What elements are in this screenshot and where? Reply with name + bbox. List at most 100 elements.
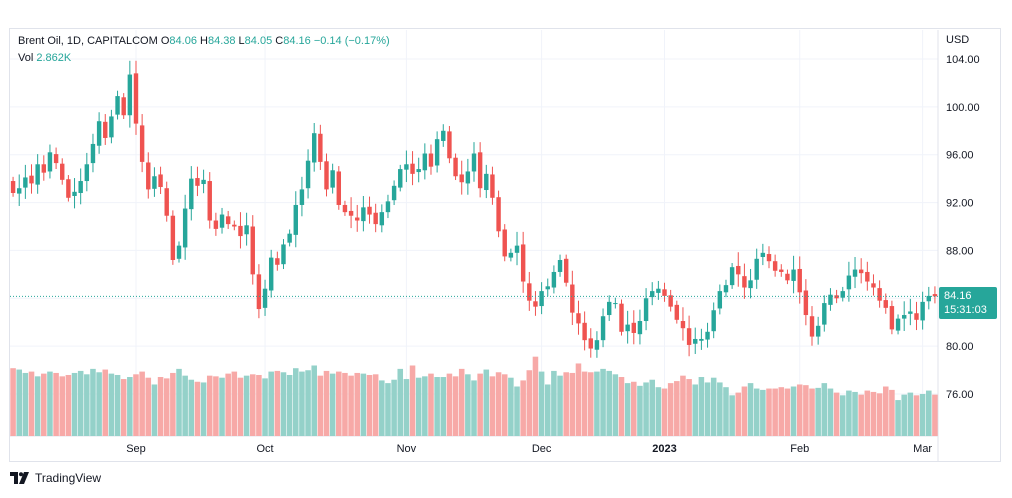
volume-bar	[606, 370, 612, 436]
volume-bar	[551, 370, 557, 436]
volume-bar	[600, 368, 606, 436]
volume-bar	[163, 378, 170, 436]
candle-body	[268, 257, 274, 291]
volume-bar	[256, 374, 262, 436]
candle-body	[668, 295, 673, 307]
y-tick-label: 80.00	[946, 341, 974, 353]
candle-body	[447, 131, 452, 159]
volume-bar	[907, 392, 914, 436]
volume-bar	[22, 372, 29, 436]
candle-body	[41, 164, 47, 173]
volume-bar	[821, 383, 828, 436]
volume-bar	[858, 394, 864, 436]
symbol-title[interactable]: Brent Oil, 1D, CAPITALCOM	[18, 35, 158, 47]
candle-body	[318, 133, 323, 162]
volume-bar	[710, 377, 717, 436]
y-tick-label: 88.00	[946, 245, 974, 257]
volume-bar	[833, 392, 840, 436]
candle-body	[502, 229, 507, 257]
bar-countdown: 15:31:03	[944, 304, 987, 316]
candlesticks	[10, 60, 938, 358]
candle-body	[889, 306, 895, 330]
volume-bar	[415, 377, 422, 436]
candle-body	[563, 258, 569, 283]
candle-body	[361, 207, 366, 222]
volume-bar	[403, 379, 410, 436]
candle-body	[373, 212, 378, 225]
volume-bar	[778, 387, 785, 436]
volume-bar	[71, 372, 78, 436]
volume-bar	[489, 376, 496, 436]
volume-bar	[176, 368, 182, 436]
candle-body	[840, 291, 845, 298]
volume-bar	[354, 372, 361, 436]
candle-body	[29, 175, 34, 184]
volume-bar	[34, 376, 41, 436]
volume-bar	[96, 372, 102, 436]
candle-body	[182, 208, 188, 248]
candle-body	[631, 322, 637, 333]
y-tick-label: 104.00	[946, 54, 980, 66]
candle-body	[250, 226, 255, 275]
close-label: C	[275, 35, 284, 47]
candle-body	[803, 290, 809, 316]
volume-bar	[348, 375, 354, 436]
candle-body	[570, 284, 575, 313]
volume-bar	[225, 373, 231, 436]
volume-bar	[28, 371, 35, 436]
volume-bar	[305, 370, 311, 436]
volume-bar	[59, 376, 66, 436]
volume-bar	[686, 379, 692, 436]
candle-body	[748, 280, 753, 289]
candle-body	[625, 324, 630, 332]
volume-bar	[876, 393, 883, 436]
volume-bar	[194, 381, 201, 436]
time-axis: Sep Oct Nov Dec 2023 Feb Mar	[126, 443, 932, 455]
candle-body	[422, 153, 428, 171]
candle-body	[293, 204, 298, 235]
candle-body	[232, 224, 237, 227]
volume-bar	[114, 374, 121, 436]
volume-bar	[139, 371, 145, 436]
volume-bar	[575, 363, 582, 436]
volume-bar	[477, 373, 483, 436]
volume-bar	[188, 379, 195, 436]
candle-body	[619, 303, 624, 332]
volume-bar	[329, 373, 336, 436]
x-tick-label: Mar	[913, 443, 932, 455]
volume-bar	[766, 388, 772, 436]
volume-bar	[569, 372, 576, 436]
volume-bar	[674, 381, 680, 436]
volume-bar	[397, 368, 404, 436]
x-tick-label: 2023	[652, 443, 676, 455]
volume-bar	[170, 372, 176, 436]
candle-body	[883, 300, 888, 308]
candle-body	[146, 162, 151, 190]
x-tick-label: Sep	[126, 443, 146, 455]
candle-body	[465, 171, 471, 184]
candle-body	[699, 338, 704, 341]
volume-bar	[796, 384, 803, 436]
volume-bar	[926, 390, 932, 436]
volume-bar	[882, 386, 889, 436]
candle-body	[262, 288, 268, 308]
high-label: H	[200, 35, 208, 47]
volume-label[interactable]: Vol	[18, 52, 34, 64]
volume-bar	[127, 377, 133, 436]
candle-body	[785, 273, 790, 281]
volume-bar	[336, 371, 342, 436]
tradingview-logo[interactable]: TradingView	[10, 471, 101, 485]
candle-body	[441, 130, 446, 141]
candle-body	[834, 295, 839, 299]
candle-body	[305, 160, 311, 189]
volume-bar	[815, 387, 821, 436]
candle-body	[72, 191, 77, 196]
candle-body	[514, 245, 520, 253]
volume-bar	[133, 374, 139, 436]
volume-bar	[65, 374, 72, 436]
candle-body	[459, 174, 464, 183]
candle-body	[471, 153, 477, 172]
volume-bar	[698, 377, 705, 436]
candle-body	[736, 265, 741, 275]
